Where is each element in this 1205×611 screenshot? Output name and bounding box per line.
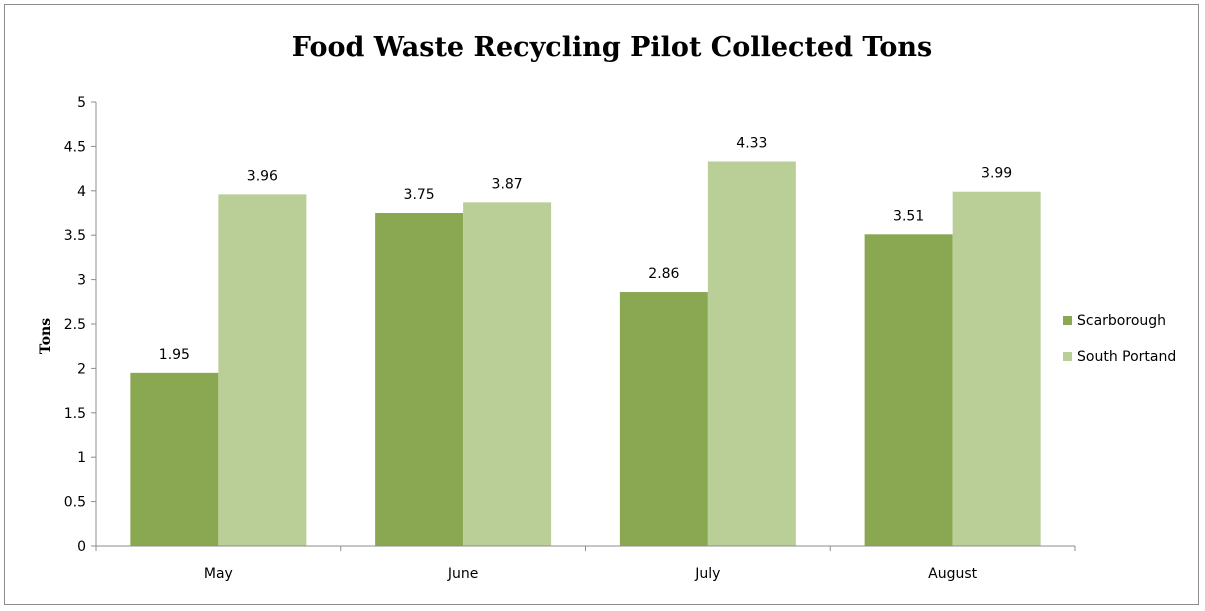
y-tick-label: 0.5 xyxy=(64,495,86,511)
legend-swatch xyxy=(1063,352,1072,361)
data-label: 2.86 xyxy=(648,266,679,282)
x-tick-label: August xyxy=(928,566,978,582)
data-label: 3.99 xyxy=(981,166,1012,182)
data-labels: 1.95 3.96 3.75 3.87 2.86 4.33 3.51 3.99 xyxy=(159,135,1012,362)
data-label: 3.51 xyxy=(893,208,924,224)
bars xyxy=(130,161,1041,547)
bar-south-portand xyxy=(952,191,1041,547)
y-tick-label: 3 xyxy=(77,273,86,289)
bar-scarborough xyxy=(864,234,953,546)
chart-title: Food Waste Recycling Pilot Collected Ton… xyxy=(292,32,932,63)
bar-south-portand xyxy=(707,161,796,546)
x-axis-ticks: May June July August xyxy=(204,566,978,582)
data-label: 1.95 xyxy=(159,347,190,363)
x-tick-label: May xyxy=(204,566,233,582)
bar-south-portand xyxy=(463,202,552,546)
y-tick-label: 5 xyxy=(77,95,86,111)
y-tick-label: 1.5 xyxy=(64,406,86,422)
bar-scarborough xyxy=(130,372,219,546)
data-label: 3.87 xyxy=(492,176,523,192)
x-tick-label: June xyxy=(447,566,479,582)
bar-scarborough xyxy=(375,213,464,546)
legend-label: Scarborough xyxy=(1077,313,1166,329)
axes xyxy=(91,101,1076,551)
legend-swatch xyxy=(1063,316,1072,325)
data-label: 4.33 xyxy=(736,135,767,151)
legend: Scarborough South Portand xyxy=(1063,313,1176,365)
data-label: 3.96 xyxy=(247,168,278,184)
y-tick-label: 4.5 xyxy=(64,139,86,155)
y-tick-label: 2.5 xyxy=(64,317,86,333)
bar-scarborough xyxy=(619,292,708,546)
y-axis-ticks: 0 0.5 1 1.5 2 2.5 3 3.5 4 4.5 5 xyxy=(64,95,86,555)
y-tick-label: 1 xyxy=(77,450,86,466)
data-label: 3.75 xyxy=(404,187,435,203)
bar-south-portand xyxy=(218,194,307,547)
legend-label: South Portand xyxy=(1077,349,1176,365)
x-tick-label: July xyxy=(694,566,720,582)
y-tick-label: 3.5 xyxy=(64,228,86,244)
y-tick-label: 4 xyxy=(77,184,86,200)
y-tick-label: 0 xyxy=(77,539,86,555)
y-tick-label: 2 xyxy=(77,361,86,377)
y-axis-label: Tons xyxy=(38,318,54,354)
